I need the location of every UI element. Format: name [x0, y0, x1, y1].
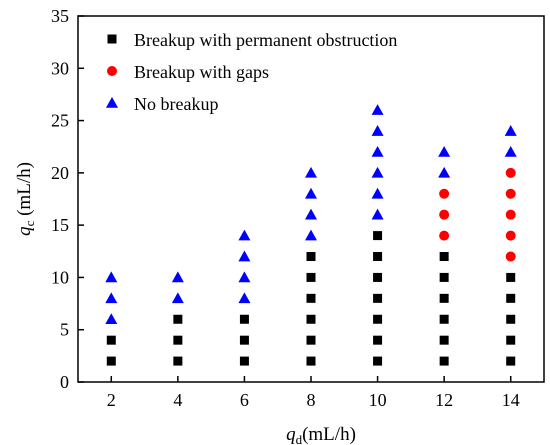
- square-point: [373, 293, 383, 303]
- y-axis-label-sub: c: [22, 220, 37, 226]
- square-point: [173, 314, 183, 324]
- square-point: [373, 231, 383, 241]
- square-point: [439, 356, 449, 366]
- x-tick-label: 14: [502, 390, 520, 410]
- triangle-point: [371, 104, 384, 115]
- legend-marker-triangle: [106, 97, 118, 108]
- series-circle: [439, 167, 516, 262]
- y-axis-label-var: q: [14, 226, 35, 236]
- square-point: [506, 356, 516, 366]
- series-triangle: [105, 104, 517, 325]
- square-point: [506, 335, 516, 345]
- triangle-point: [105, 313, 118, 325]
- square-point: [439, 272, 449, 282]
- legend-label: Breakup with gaps: [134, 62, 269, 82]
- square-point: [439, 314, 449, 324]
- square-point: [306, 314, 316, 324]
- square-point: [373, 252, 383, 262]
- x-tick-label: 12: [435, 390, 453, 410]
- square-point: [239, 356, 249, 366]
- circle-point: [505, 251, 516, 262]
- triangle-point: [504, 145, 517, 157]
- triangle-point: [305, 208, 317, 220]
- square-point: [306, 272, 316, 282]
- y-tick-label: 5: [60, 320, 69, 340]
- square-point: [439, 335, 449, 345]
- square-point: [373, 314, 383, 324]
- circle-point: [439, 188, 450, 199]
- square-point: [306, 293, 316, 303]
- y-tick-label: 30: [51, 58, 69, 78]
- triangle-point: [171, 271, 184, 283]
- data-marks: [105, 104, 517, 366]
- square-point: [173, 356, 183, 366]
- series-square: [106, 231, 516, 366]
- square-point: [239, 314, 249, 324]
- triangle-point: [371, 166, 384, 178]
- square-point: [306, 252, 316, 262]
- legend: Breakup with permanent obstruction Breaku…: [106, 30, 397, 114]
- x-axis-label-var: q: [286, 424, 296, 445]
- x-axis-label-unit: (mL/h): [302, 424, 356, 445]
- y-tick-label: 10: [51, 267, 69, 287]
- circle-point: [505, 167, 516, 178]
- triangle-point: [238, 229, 251, 241]
- circle-point: [505, 188, 516, 199]
- x-axis-label: qd(mL/h): [286, 424, 356, 445]
- square-point: [173, 335, 183, 345]
- triangle-point: [238, 292, 251, 304]
- square-point: [506, 314, 516, 324]
- legend-marker-square: [107, 34, 117, 44]
- triangle-point: [305, 166, 317, 178]
- square-point: [306, 335, 316, 345]
- triangle-point: [438, 166, 451, 178]
- circle-point: [439, 209, 450, 220]
- y-tick-label: 35: [51, 6, 69, 26]
- y-axis-label: qc (mL/h): [14, 162, 37, 236]
- triangle-point: [238, 271, 251, 283]
- triangle-point: [504, 125, 517, 136]
- legend-label: Breakup with permanent obstruction: [134, 30, 397, 50]
- circle-point: [505, 209, 516, 220]
- square-point: [506, 293, 516, 303]
- triangle-point: [305, 229, 317, 241]
- square-point: [373, 356, 383, 366]
- triangle-point: [305, 187, 317, 199]
- circle-point: [505, 230, 516, 241]
- square-point: [439, 293, 449, 303]
- x-axis-label-sub: d: [296, 432, 303, 445]
- y-tick-label: 25: [51, 111, 69, 131]
- square-point: [106, 356, 116, 366]
- triangle-point: [371, 145, 384, 157]
- y-tick-label: 0: [60, 372, 69, 392]
- square-point: [106, 335, 116, 345]
- x-tick-label: 8: [307, 390, 316, 410]
- legend-label: No breakup: [134, 94, 218, 114]
- circle-point: [439, 230, 450, 241]
- square-point: [373, 272, 383, 282]
- y-tick-label: 20: [51, 163, 69, 183]
- y-tick-label: 15: [51, 215, 69, 235]
- legend-marker-circle: [107, 66, 117, 76]
- triangle-point: [238, 250, 251, 262]
- x-tick-label: 10: [369, 390, 387, 410]
- triangle-point: [371, 208, 384, 220]
- square-point: [306, 356, 316, 366]
- square-point: [439, 252, 449, 262]
- triangle-point: [105, 271, 118, 283]
- square-point: [373, 335, 383, 345]
- triangle-point: [171, 292, 184, 304]
- x-tick-label: 2: [107, 390, 116, 410]
- triangle-point: [438, 145, 451, 157]
- square-point: [239, 335, 249, 345]
- x-tick-label: 6: [240, 390, 249, 410]
- triangle-point: [371, 125, 384, 136]
- square-point: [506, 272, 516, 282]
- x-tick-label: 4: [173, 390, 182, 410]
- y-axis-label-unit: (mL/h): [14, 162, 35, 221]
- triangle-point: [105, 292, 118, 304]
- triangle-point: [371, 187, 384, 199]
